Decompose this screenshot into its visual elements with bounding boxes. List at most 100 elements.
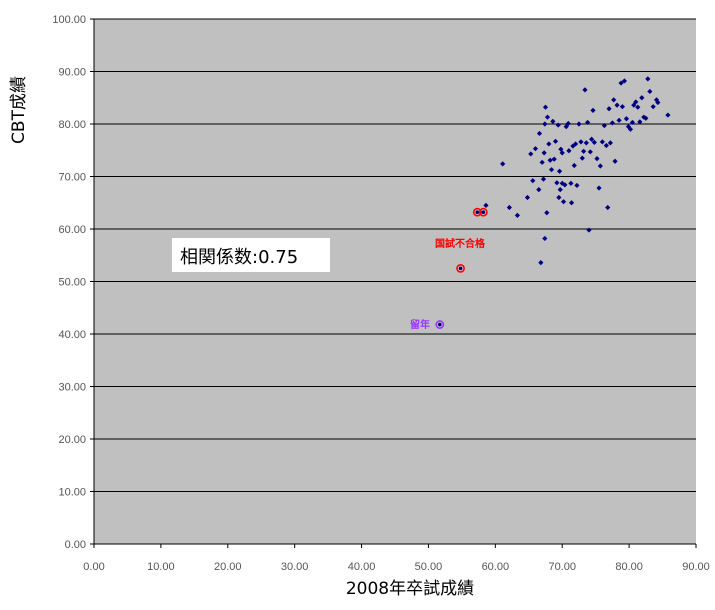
- data-point: [585, 119, 591, 126]
- data-point: [597, 163, 603, 169]
- data-point: [578, 139, 584, 145]
- data-point: [621, 78, 628, 84]
- data-point: [616, 117, 622, 123]
- data-point: [542, 104, 549, 110]
- data-point: [528, 151, 534, 157]
- data-point: [599, 139, 605, 145]
- data-point: [635, 104, 641, 110]
- failed-point: [481, 210, 486, 214]
- y-tick-label: 90.00: [58, 67, 86, 79]
- data-point: [590, 107, 596, 113]
- data-point: [544, 114, 551, 120]
- data-point: [536, 130, 543, 137]
- x-tick-label: 0.00: [83, 561, 104, 573]
- data-point: [538, 260, 544, 266]
- data-point: [542, 121, 548, 127]
- y-tick-label: 70.00: [58, 172, 86, 184]
- data-points: [435, 76, 671, 329]
- data-point: [547, 157, 553, 163]
- data-point: [562, 182, 568, 188]
- data-point: [559, 150, 565, 156]
- data-point: [560, 199, 567, 205]
- data-point: [542, 235, 548, 242]
- x-tick-label: 50.00: [415, 561, 443, 573]
- y-tick-label: 20.00: [58, 434, 86, 446]
- data-point: [655, 99, 661, 106]
- data-point: [557, 187, 563, 193]
- y-tick-label: 10.00: [58, 487, 86, 499]
- data-point: [555, 122, 561, 128]
- x-tick-label: 80.00: [615, 561, 643, 573]
- data-point: [619, 104, 626, 110]
- x-axis-title: 2008年卒試成績: [346, 579, 474, 599]
- data-point: [665, 112, 671, 118]
- data-point: [627, 126, 634, 132]
- data-point: [605, 204, 611, 211]
- correlation-box: [172, 238, 330, 272]
- data-point: [566, 148, 572, 154]
- y-tick-label: 30.00: [58, 382, 86, 394]
- failed-point: [475, 210, 480, 214]
- data-point: [641, 114, 647, 120]
- failed-point-ring: [472, 207, 482, 217]
- failed-point-ring: [456, 263, 465, 273]
- data-point: [574, 182, 580, 189]
- data-point: [536, 187, 542, 193]
- data-point: [546, 141, 552, 147]
- data-point: [633, 99, 639, 105]
- repeat-point: [438, 322, 442, 327]
- data-point: [541, 150, 547, 156]
- data-point: [623, 116, 630, 122]
- data-point: [563, 124, 569, 130]
- correlation-label: 相関係数:0.75: [180, 247, 298, 268]
- y-tick-label: 100.00: [52, 14, 86, 26]
- data-point: [583, 140, 589, 146]
- data-point: [589, 136, 595, 142]
- data-point: [586, 227, 592, 233]
- data-point: [550, 118, 556, 124]
- data-point: [611, 97, 617, 103]
- data-point: [540, 176, 547, 182]
- data-point: [601, 122, 607, 129]
- data-point: [606, 106, 612, 112]
- data-point: [514, 212, 521, 218]
- x-tick-label: 20.00: [214, 561, 242, 573]
- data-point: [650, 104, 656, 110]
- data-point: [568, 180, 574, 186]
- axis-ticks: 0.00 10.00 20.00 30.00 40.00 50.00 60.00 70.00 8…: [52, 14, 709, 573]
- data-point: [614, 102, 620, 108]
- data-point: [639, 95, 645, 101]
- x-tick-label: 10.00: [147, 561, 175, 573]
- data-point: [565, 120, 571, 127]
- y-tick-label: 0.00: [65, 539, 86, 551]
- data-point: [539, 159, 545, 165]
- data-point: [552, 138, 559, 144]
- data-point: [582, 87, 588, 93]
- data-point: [544, 210, 550, 216]
- data-point: [556, 194, 562, 201]
- y-axis-title: CBT成績: [9, 76, 29, 144]
- data-point: [603, 142, 609, 149]
- data-point: [581, 148, 587, 154]
- data-point: [591, 139, 597, 145]
- data-point: [645, 76, 651, 82]
- failed-point-ring: [478, 207, 488, 217]
- y-tick-label: 50.00: [58, 277, 86, 289]
- data-point: [618, 80, 624, 86]
- failed-label: 国試不合格: [435, 237, 486, 250]
- data-point: [530, 178, 536, 184]
- data-point: [554, 180, 560, 186]
- data-point: [647, 88, 653, 95]
- data-point: [625, 124, 632, 130]
- data-point: [609, 120, 615, 126]
- data-point: [524, 194, 531, 201]
- data-point: [637, 119, 643, 125]
- x-tick-label: 40.00: [348, 561, 376, 573]
- data-point: [587, 149, 593, 155]
- data-point: [607, 140, 613, 146]
- data-point: [643, 115, 649, 121]
- repeat-label: 留年: [410, 318, 430, 331]
- y-tick-label: 40.00: [58, 329, 86, 341]
- data-point: [506, 204, 512, 211]
